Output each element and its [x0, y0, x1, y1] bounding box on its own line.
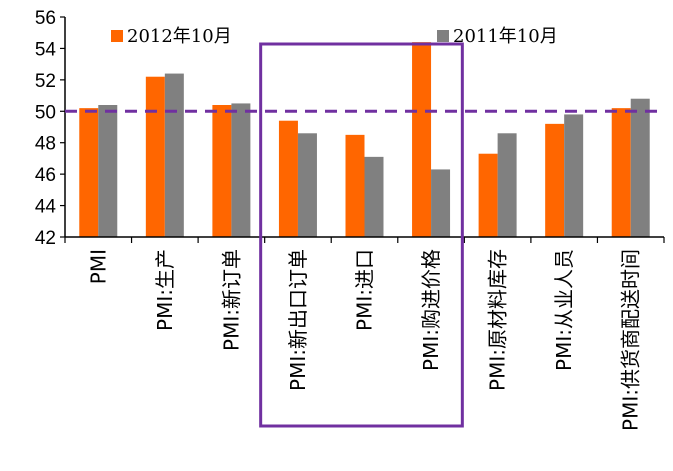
bar-series-2011-5 — [431, 169, 451, 237]
x-category-label-1: PMI:生产 — [153, 249, 177, 331]
x-category-label-7: PMI:从业人员 — [552, 249, 576, 371]
legend-swatch-2011 — [437, 30, 449, 42]
bar-series-2012-7 — [545, 123, 565, 237]
axes-layer: 42 44 46 48 50 52 54 56 PMI PMI:生产 PMI:新订单 PMI:新出口订… — [35, 8, 665, 431]
y-tick-label-2: 46 — [35, 165, 56, 186]
overlay-layer — [65, 42, 664, 428]
x-category-label-0: PMI — [86, 249, 110, 284]
legend-swatch-2012 — [111, 30, 123, 42]
bar-series-2011-6 — [497, 133, 517, 237]
bar-series-2012-1 — [145, 76, 165, 237]
y-tick-label-5: 52 — [35, 71, 56, 92]
x-category-label-4: PMI:进口 — [353, 249, 377, 331]
x-category-label-5: PMI:购进价格 — [419, 249, 443, 371]
x-category-label-3: PMI:新出口订单 — [286, 249, 310, 391]
bar-series-2011-7 — [564, 114, 584, 237]
bar-series-2012-4 — [345, 134, 365, 237]
y-tick-label-3: 48 — [35, 134, 56, 155]
highlight-box — [259, 42, 464, 428]
y-tick-label-6: 54 — [35, 39, 57, 60]
legend-label-2012: 2012年10月 — [127, 26, 232, 47]
bar-series-2011-4 — [364, 156, 384, 237]
x-category-label-6: PMI:原材料库存 — [486, 249, 510, 391]
bar-series-2011-2 — [231, 103, 251, 237]
y-tick-label-1: 44 — [35, 197, 57, 218]
bar-series-2011-3 — [297, 133, 317, 237]
y-tick-label-0: 42 — [35, 228, 56, 249]
bar-series-2012-0 — [79, 108, 99, 238]
y-tick-label-7: 56 — [35, 8, 56, 29]
legend-label-2011: 2011年10月 — [453, 26, 558, 47]
bar-series-2011-0 — [98, 105, 118, 237]
bar-series-2012-5 — [412, 42, 432, 238]
bar-series-2011-1 — [164, 73, 184, 237]
y-tick-label-4: 50 — [35, 102, 56, 123]
bar-series-2012-6 — [478, 153, 498, 237]
bar-series-2011-8 — [630, 98, 650, 237]
x-category-label-2: PMI:新订单 — [219, 249, 243, 351]
bar-series-2012-2 — [212, 105, 232, 237]
bar-series-2012-8 — [611, 108, 631, 238]
bar-series-2012-3 — [278, 120, 298, 237]
legend: 2012年10月 2011年10月 — [111, 26, 558, 47]
bars-layer — [79, 42, 650, 238]
x-category-label-8: PMI:供货商配送时间 — [619, 249, 643, 431]
